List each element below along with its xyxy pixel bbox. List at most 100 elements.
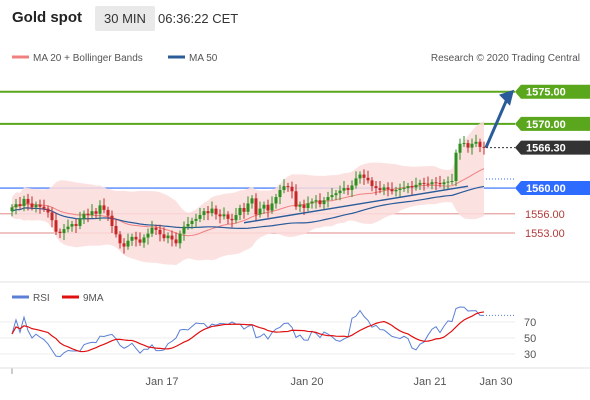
level-label: 1566.30 [526,143,566,155]
candle-body [38,204,42,207]
candle-body [130,236,134,241]
candle-body [278,189,282,198]
candle-body [150,227,154,234]
candle-body [330,195,334,198]
candle-body [266,204,270,211]
ma20-line [11,168,485,237]
candle-body [338,190,342,194]
level-tag [515,116,590,131]
candle-body [218,214,222,217]
candle-body [158,229,162,235]
candle-body [426,183,430,185]
candle-body [146,233,150,238]
candle-body [106,209,110,216]
candle-body [174,239,178,244]
candle-body [154,227,158,230]
candle-body [210,208,214,214]
candle-body [10,207,14,212]
candle-body [242,207,246,212]
candle-body [350,185,354,190]
x-tick-label: Jan 30 [479,376,512,388]
candle-body [318,200,322,205]
candle-body [438,182,442,185]
candle-body [22,198,26,207]
rsi-ma-line [11,311,485,353]
candle-body [194,218,198,221]
candle-body [110,215,114,226]
candle-body [46,208,50,213]
candle-body [50,212,54,221]
candle-body [310,201,314,204]
candle-body [358,174,362,179]
candle-body [42,206,46,209]
candle-body [282,186,286,190]
candle-body [326,197,330,201]
candle-body [366,177,370,181]
timeframe-button[interactable]: 30 MIN [95,6,155,31]
candle-body [446,181,450,183]
candle-body [226,214,230,219]
candle-body [58,231,62,234]
ma9-legend-label: 9MA [83,293,104,304]
candle-body [166,235,170,239]
trendline [243,185,469,224]
candle-body [394,189,398,192]
candle-body [410,186,414,188]
candle-body [302,204,306,208]
candle-body [454,152,458,181]
candle-body [346,188,350,190]
overlay-layer [243,89,514,224]
candle-body [206,211,210,214]
candle-body [270,203,274,211]
candle-body [414,184,418,188]
candle-body [406,186,410,189]
candle-body [258,208,262,215]
candle-body [78,218,82,226]
candle-body [182,226,186,234]
ma50-legend-label: MA 50 [189,53,218,64]
candle-body [482,146,486,148]
candle-body [114,225,118,235]
candle-body [314,200,318,202]
candle-body [198,215,202,219]
candle-body [34,204,38,208]
candle-body [82,213,86,219]
candle-body [222,214,226,217]
candle-body [382,187,386,190]
candle-body [62,229,66,234]
candle-body [246,203,250,212]
candle-body [54,220,58,232]
candle-body [186,224,190,227]
candle-body [98,205,102,214]
level-label: 1556.00 [525,209,565,221]
candle-body [474,141,478,144]
time-display: 06:36:22 CET [158,11,239,26]
level-label: 1553.00 [525,228,565,240]
x-tick-label: Jan 20 [290,376,323,388]
rsi-tick-label: 50 [524,333,536,345]
forecast-arrowhead [499,89,514,106]
level-label: 1570.00 [526,119,566,131]
ma20-legend-label: MA 20 + Bollinger Bands [33,53,143,64]
candle-body [66,226,70,230]
candle-body [402,188,406,190]
candle-body [478,141,482,147]
candle-body [118,234,122,244]
rsi-tick-label: 30 [524,349,536,361]
candle-body [466,143,470,148]
candle-body [94,211,98,214]
candle-body [254,198,258,215]
candle-body [322,200,326,205]
candle-body [230,218,234,221]
level-tag [515,181,590,196]
bollinger-band [12,120,484,266]
rsi-tick-label: 70 [524,317,536,329]
candle-body [70,224,74,227]
candle-body [334,193,338,196]
candle-body [18,204,22,207]
rsi-line [11,306,484,358]
candle-body [370,180,374,187]
candle-body [214,208,218,215]
candle-body [462,143,466,145]
